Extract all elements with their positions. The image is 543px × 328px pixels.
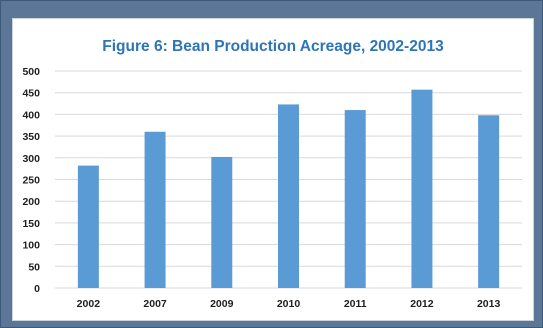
x-tick-label: 2002 (77, 298, 101, 310)
bar-2002 (77, 165, 99, 288)
x-axis-ticks: 2002 2007 2009 2010 2011 2012 2013 (77, 298, 501, 310)
y-axis-ticks: 0 50 100 150 200 250 300 350 400 450 500 (22, 66, 40, 295)
bar-2009 (211, 156, 233, 288)
y-tick-label: 300 (22, 153, 40, 165)
x-tick-label: 2009 (210, 298, 234, 310)
y-tick-label: 350 (22, 131, 40, 143)
y-tick-label: 150 (22, 218, 40, 230)
y-tick-label: 450 (22, 88, 40, 100)
y-tick-label: 50 (28, 261, 40, 273)
y-tick-label: 0 (34, 283, 40, 295)
y-tick-label: 200 (22, 196, 40, 208)
y-tick-label: 500 (22, 66, 40, 78)
bars (77, 89, 500, 288)
bar-2010 (278, 104, 299, 288)
bar-2011 (344, 110, 366, 288)
bar-chart: Figure 6: Bean Production Acreage, 2002-… (22, 38, 522, 310)
x-tick-label: 2012 (410, 298, 434, 310)
x-tick-label: 2007 (143, 298, 167, 310)
chart-title: Figure 6: Bean Production Acreage, 2002-… (102, 38, 444, 55)
bar-2012 (411, 89, 433, 288)
x-tick-label: 2011 (344, 298, 367, 310)
bar-2007 (144, 131, 166, 288)
y-tick-label: 400 (22, 109, 40, 121)
x-tick-label: 2010 (277, 298, 301, 310)
x-tick-label: 2013 (477, 298, 501, 310)
chart-panel: Figure 6: Bean Production Acreage, 2002-… (12, 18, 534, 321)
bar-2013 (478, 115, 500, 288)
y-tick-label: 250 (22, 175, 40, 187)
y-tick-label: 100 (22, 240, 40, 252)
